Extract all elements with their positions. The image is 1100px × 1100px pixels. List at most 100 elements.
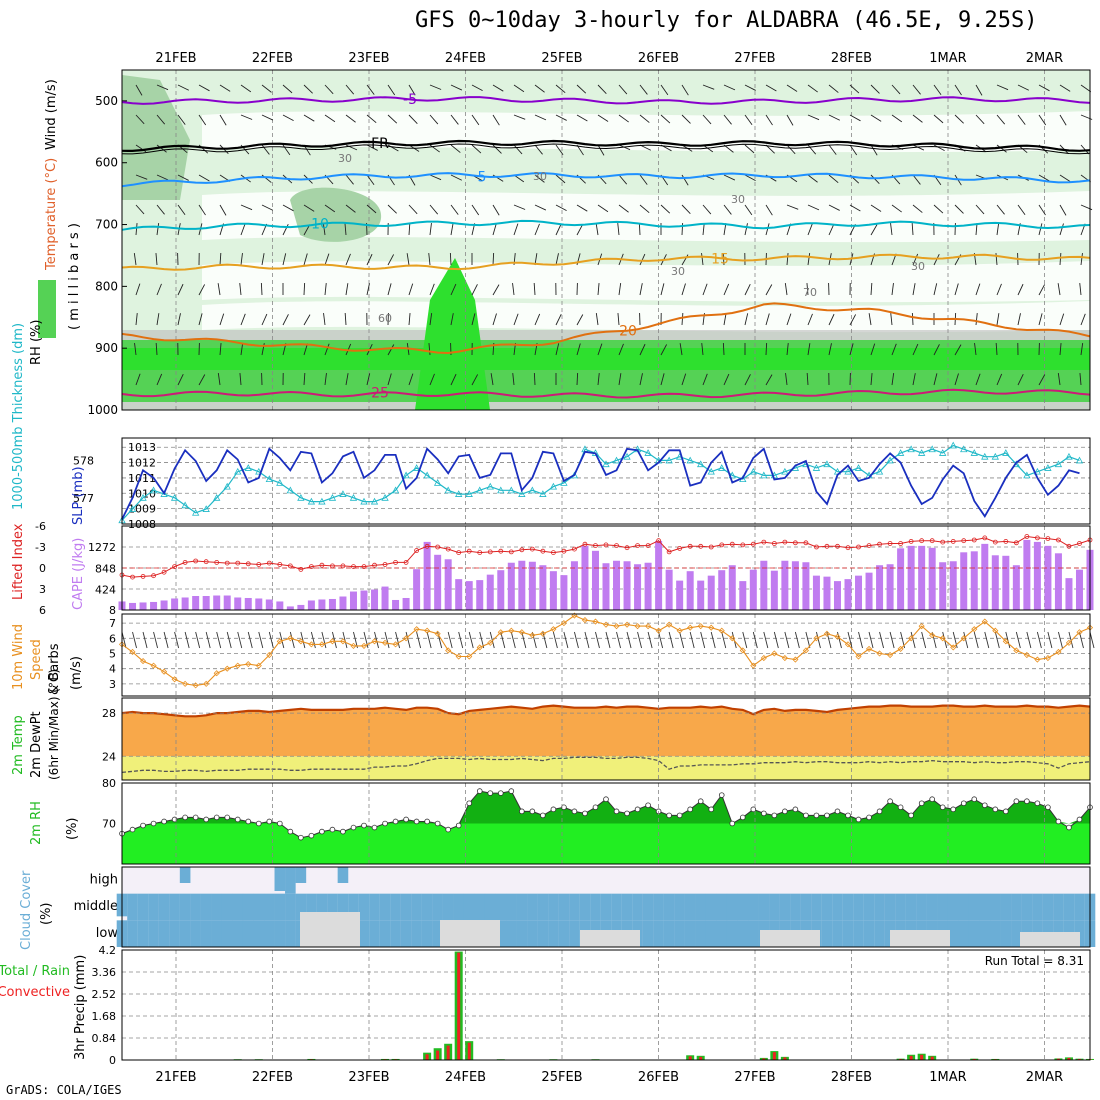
rh2m-point: [908, 812, 914, 819]
wind-barb: [912, 343, 919, 356]
rh2m-point: [1066, 824, 1072, 831]
rh-dry-band: [202, 261, 1090, 303]
wind10m-barb: [184, 631, 190, 649]
wind10m-point: [781, 654, 788, 662]
wind-barb: [954, 84, 962, 96]
lifted-index-point: [877, 541, 882, 547]
cape-bar: [276, 601, 284, 610]
wind-barb: [303, 282, 306, 296]
cape-bar: [244, 597, 252, 610]
cape-bar: [623, 561, 631, 610]
precip-panel-frame: [121, 949, 1091, 1061]
wind-barb: [513, 84, 525, 93]
wind-barb: [1079, 373, 1082, 386]
thickness-point: [1044, 464, 1052, 471]
minmax-axis-label: (6hr Min/Max) (°C): [47, 669, 61, 780]
wind10m-point: [687, 624, 694, 631]
rh2m-point: [519, 808, 525, 815]
wind-barb: [219, 204, 227, 216]
lifted-index-point: [856, 544, 861, 550]
wind10m-point: [981, 618, 988, 625]
cloud-bar-middle: [705, 893, 717, 921]
wind-barb: [891, 204, 902, 213]
wind-barb: [366, 84, 375, 95]
wind-barb: [1017, 114, 1026, 125]
wind-barb: [198, 174, 210, 182]
cloud-low-gap: [1020, 932, 1080, 947]
wind-barb: [135, 373, 141, 386]
wind-barb: [785, 373, 788, 386]
wind-barb: [219, 252, 222, 266]
wind-barb: [1059, 174, 1071, 182]
cloud-bar-low: [990, 920, 1001, 947]
cape-bar: [760, 560, 768, 610]
isotherm-line: [121, 302, 1091, 355]
cape-bar: [560, 575, 568, 610]
wind10m-barb: [626, 631, 632, 649]
temp-tick-label: 28: [102, 707, 116, 720]
wind-barb: [198, 284, 206, 296]
wind-barb: [387, 254, 395, 266]
wind-barb: [975, 114, 985, 125]
wind-barb: [240, 84, 252, 93]
wind10m-point: [360, 642, 368, 649]
thickness-point: [539, 490, 547, 497]
wind-barb: [849, 114, 861, 122]
wind-barb: [1038, 374, 1046, 386]
wind-barb: [429, 144, 440, 153]
wind10m-point: [308, 641, 315, 648]
rh2m-point: [445, 826, 451, 833]
wind-barb: [155, 253, 158, 266]
lifted-index-point: [866, 543, 872, 548]
rh2m-point: [761, 810, 767, 817]
wind10m-point: [844, 641, 852, 648]
cloud-bar-middle: [832, 893, 843, 921]
wind-barb: [870, 373, 873, 386]
lifted-index-point: [624, 545, 630, 551]
wind-barb: [198, 374, 206, 386]
wind-barb: [471, 144, 482, 154]
isotherm-label: 10: [311, 217, 329, 233]
wind-barb: [639, 84, 648, 95]
wind10m-point: [823, 630, 831, 637]
wind10m-barb: [805, 631, 811, 649]
cloud-bar-middle: [748, 893, 759, 921]
wind10m-panel-frame: [121, 613, 1091, 697]
rh2m-point: [255, 820, 262, 827]
rh2m-unit-label: (%): [65, 818, 80, 841]
cape-tick-label: 1272: [88, 541, 116, 554]
cloud-bar-middle: [1053, 893, 1064, 921]
precip-convective-bar: [930, 1056, 934, 1060]
rh2m-point: [582, 810, 588, 817]
lifted-index-point: [771, 541, 777, 546]
wind10m-barb: [616, 631, 621, 649]
wind-barb: [681, 114, 691, 124]
wind-barb: [177, 204, 186, 215]
rh2m-point: [866, 814, 872, 821]
wind10m-barb: [247, 631, 253, 649]
precip-tick-label: 0.84: [92, 1032, 117, 1045]
thickness-point: [1023, 471, 1031, 479]
rh2m-point: [613, 808, 620, 815]
wind-barb: [975, 84, 983, 96]
cloud-bar-low: [179, 920, 191, 947]
wind-barb: [217, 373, 221, 386]
wind10m-point: [708, 624, 715, 631]
wind10m-point: [476, 644, 483, 651]
rh2m-point: [540, 812, 546, 819]
cape-bar: [728, 565, 736, 610]
cape-bar: [686, 571, 694, 610]
cape-bar: [171, 598, 179, 610]
cloud-bar-middle: [264, 893, 275, 921]
wind-barb: [597, 204, 609, 213]
wind-barb: [345, 114, 356, 123]
lifted-index-point: [224, 560, 230, 566]
wind-barb: [387, 114, 398, 124]
cape-bar: [255, 598, 263, 610]
cape-bar: [770, 570, 778, 610]
wind-barb: [366, 253, 373, 266]
wind10m-point: [1023, 651, 1030, 659]
wind-barb: [807, 84, 818, 93]
cape-bar: [833, 581, 841, 610]
cloud-bar-middle: [958, 893, 970, 921]
